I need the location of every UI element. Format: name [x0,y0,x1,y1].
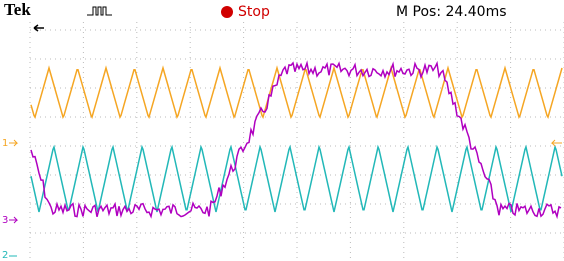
horizontal-position: M Pos: 24.40ms [396,4,507,20]
channel-2-marker: 2 [2,250,8,261]
channel-1-marker: 1 [2,138,8,149]
page: Tek Stop M Pos: 24.40ms 1 3 2 (() => { c… [0,0,564,261]
acquisition-status: Stop [238,4,270,20]
stop-indicator [221,6,233,18]
channel-3-marker: 3 [2,215,8,226]
background [0,0,564,261]
brand: Tek [4,0,31,19]
scope-screen: Tek Stop M Pos: 24.40ms 1 3 2 [0,0,564,261]
